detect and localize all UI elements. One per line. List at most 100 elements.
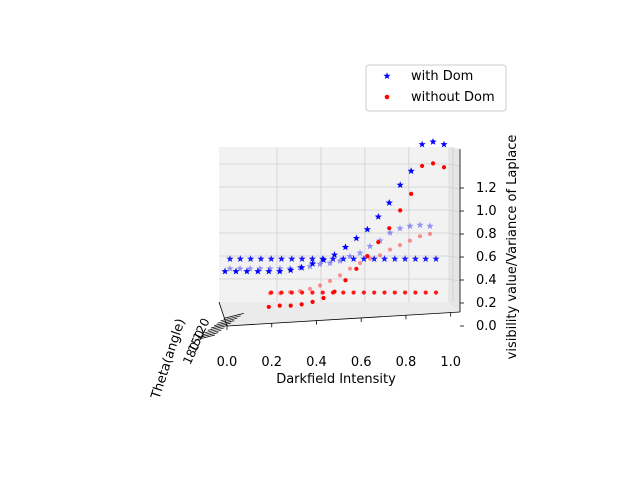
back-pane <box>219 147 448 302</box>
without-dom-point <box>372 290 377 295</box>
without-dom-point <box>299 302 304 307</box>
z-tick-label: 0.0 <box>476 319 497 334</box>
without-dom-point <box>332 289 337 294</box>
with-dom-point <box>406 222 414 230</box>
with-dom-point <box>385 199 393 206</box>
without-dom-point <box>307 286 313 291</box>
with-dom-point <box>309 259 317 267</box>
with-dom-point <box>350 255 358 262</box>
with-dom-point <box>257 255 265 262</box>
with-dom-point <box>432 255 440 262</box>
grid-line-z-side <box>447 209 461 213</box>
with-dom-point <box>363 225 371 233</box>
with-dom-point <box>339 255 347 262</box>
without-dom-point <box>337 273 343 278</box>
with-dom-point <box>401 255 409 262</box>
without-dom-point <box>317 283 323 288</box>
with-dom-point <box>374 212 382 220</box>
with-dom-point <box>243 267 251 275</box>
without-dom-point <box>310 299 315 304</box>
with-dom-point <box>411 255 419 262</box>
grid-lines <box>219 147 461 302</box>
without-dom-point <box>269 290 274 295</box>
without-dom-point <box>320 290 325 295</box>
y-tick-mark <box>220 315 241 322</box>
without-dom-point <box>310 290 315 295</box>
with-dom-point <box>246 264 254 272</box>
with-dom-point <box>416 221 424 229</box>
with-dom-point <box>306 262 314 270</box>
without-dom-point <box>354 266 359 271</box>
legend-marker-with-dom <box>383 72 391 80</box>
without-dom-point <box>341 290 346 295</box>
without-dom-point <box>327 278 333 284</box>
without-dom-point <box>397 243 403 248</box>
with-dom-point <box>247 255 255 262</box>
without-dom-point <box>289 290 294 295</box>
without-dom-point <box>357 260 363 266</box>
with-dom-point <box>287 266 295 274</box>
without-dom-point <box>430 161 436 166</box>
y-axis-line <box>218 301 228 327</box>
x-axis-label: Darkfield Intensity <box>276 372 396 387</box>
x-tick-label: 0.2 <box>261 355 282 370</box>
with-dom-point <box>376 236 384 244</box>
with-dom-point <box>298 263 306 271</box>
without-dom-point <box>367 256 373 261</box>
without-dom-point <box>347 266 353 271</box>
with-dom-point <box>370 255 378 262</box>
without-dom-point <box>300 290 305 295</box>
with-dom-point <box>308 255 316 262</box>
with-dom-point <box>396 181 404 189</box>
without-dom-point <box>403 290 408 295</box>
with-dom-point <box>352 234 360 242</box>
x-tick-label: 1.0 <box>440 355 461 370</box>
with-dom-point <box>426 222 434 230</box>
without-dom-point <box>382 290 387 295</box>
with-dom-point <box>418 140 426 148</box>
with-dom-point <box>288 255 296 262</box>
without-dom-point <box>409 191 414 196</box>
with-dom-point <box>326 259 334 267</box>
without-dom-point <box>377 253 383 258</box>
legend-marker-without-dom <box>384 94 390 100</box>
without-dom-point <box>413 290 418 295</box>
with-dom-point <box>380 255 389 262</box>
with-dom-point <box>254 267 262 275</box>
with-dom-point <box>396 224 404 232</box>
y-tick-mark <box>201 329 222 336</box>
with-dom-point <box>360 255 368 262</box>
without-dom-point <box>279 290 284 295</box>
x-tick-label: 0.6 <box>351 355 372 370</box>
with-dom-point <box>356 249 364 257</box>
without-dom-point <box>277 303 282 308</box>
y-tick-mark <box>223 313 244 319</box>
without-dom-point <box>387 226 392 231</box>
with-dom-point <box>226 255 234 262</box>
with-dom-point <box>386 229 394 236</box>
z-tick-label: 0.8 <box>476 227 497 242</box>
y-tick-mark <box>210 322 232 329</box>
without-dom-point <box>407 238 413 243</box>
z-tick-label: 0.6 <box>476 250 497 265</box>
x-ticks: 0.0 0.2 0.4 0.6 0.8 1.0 <box>217 312 461 370</box>
y-tick-mark <box>194 334 216 341</box>
with-dom-point <box>232 267 240 275</box>
with-dom-point <box>330 251 339 258</box>
with-dom-point <box>236 264 244 272</box>
without-dom-point <box>423 290 428 295</box>
x-tick-label: 0.4 <box>306 355 327 370</box>
without-dom-point <box>266 304 271 310</box>
without-dom-point <box>365 254 370 259</box>
without-dom-point <box>427 231 433 237</box>
with-dom-point <box>440 140 448 148</box>
grid-line-z-side <box>447 186 461 190</box>
without-dom-point <box>288 303 293 308</box>
with-dom-point <box>236 255 244 262</box>
with-dom-point <box>319 256 328 263</box>
without-dom-point <box>376 240 381 245</box>
without-dom-point <box>441 165 447 170</box>
floor-pane <box>219 302 460 326</box>
data-points <box>221 138 448 310</box>
with-dom-point <box>298 255 306 262</box>
